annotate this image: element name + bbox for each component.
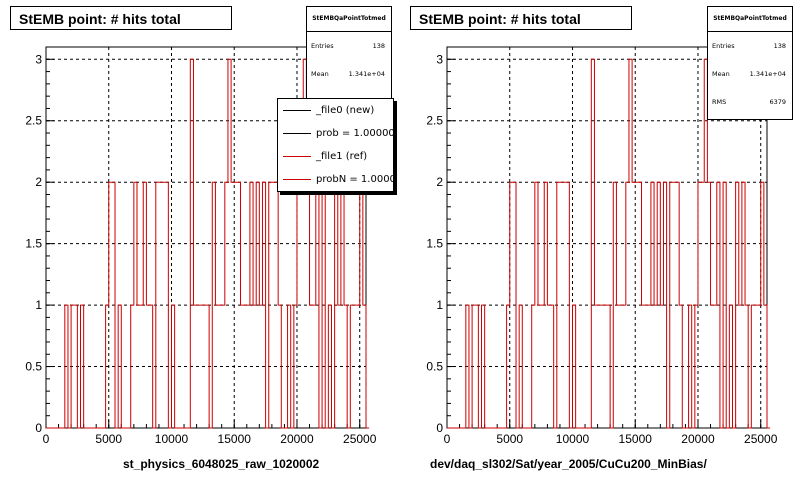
left-mean-label: Mean — [311, 70, 329, 78]
right-x-axis-title: dev/daq_sl302/Sat/year_2005/CuCu200_MinB… — [430, 457, 707, 471]
right-stats-name: StEMBQaPointTotmed — [708, 7, 792, 32]
left-x-tick-label: 20000 — [280, 432, 314, 446]
left-x-axis-title: st_physics_6048025_raw_1020002 — [123, 457, 320, 471]
left-title: StEMB point: # hits total — [10, 6, 232, 30]
left-entries-value: 138 — [372, 42, 385, 50]
right-x-tick-label: 10000 — [556, 432, 590, 446]
left-stats-name: StEMBQaPointTotmed — [307, 7, 391, 32]
right-stats-box: StEMBQaPointTotmed Entries 138 Mean 1.341e… — [707, 6, 793, 120]
right-x-tick-label: 20000 — [681, 432, 715, 446]
legend: _file0 (new) prob = 1.000000 _file1 (ref… — [277, 98, 394, 192]
right-y-tick-label: 0.5 — [426, 360, 443, 374]
right-title: StEMB point: # hits total — [410, 6, 632, 30]
right-x-tick-label: 15000 — [619, 432, 653, 446]
right-x-tick-label: 0 — [444, 432, 451, 446]
right-y-tick-label: 2.5 — [426, 114, 443, 128]
left-mean-value: 1.341e+04 — [348, 70, 385, 78]
right-x-tick-label: 25000 — [744, 432, 778, 446]
right-y-tick-label: 0 — [436, 421, 443, 435]
left-histogram-series — [46, 58, 370, 429]
left-stats-box: StEMBQaPointTotmed Entries 138 Mean 1.341e… — [306, 6, 392, 112]
left-y-tick-label: 1.5 — [25, 237, 42, 251]
right-x-tick-label: 5000 — [496, 432, 523, 446]
left-y-tick-label: 1 — [35, 298, 42, 312]
right-entries-label: Entries — [712, 42, 735, 50]
right-mean-value: 1.341e+04 — [749, 70, 786, 78]
left-x-tick-label: 5000 — [95, 432, 122, 446]
left-entries-label: Entries — [311, 42, 334, 50]
legend-entry: probN = 1.000000 — [278, 168, 393, 191]
right-y-tick-label: 3 — [436, 52, 443, 66]
left-x-tick-label: 0 — [43, 432, 50, 446]
left-x-tick-label: 15000 — [218, 432, 252, 446]
left-y-tick-label: 3 — [35, 52, 42, 66]
left-y-tick-label: 0.5 — [25, 360, 42, 374]
right-y-tick-label: 2 — [436, 175, 443, 189]
right-y-tick-label: 1 — [436, 298, 443, 312]
left-x-tick-label: 10000 — [155, 432, 189, 446]
right-histogram-series — [447, 58, 771, 429]
left-y-tick-label: 2 — [35, 175, 42, 189]
right-entries-value: 138 — [773, 42, 786, 50]
right-rms-label: RMS — [712, 98, 727, 106]
legend-entry: _file1 (ref) — [278, 145, 393, 168]
legend-entry: prob = 1.000000 — [278, 122, 393, 145]
right-y-tick-label: 1.5 — [426, 237, 443, 251]
right-rms-value: 6379 — [769, 98, 786, 106]
left-y-tick-label: 2.5 — [25, 114, 42, 128]
right-mean-label: Mean — [712, 70, 730, 78]
legend-entry: _file0 (new) — [278, 99, 393, 122]
left-x-tick-label: 25000 — [343, 432, 377, 446]
left-y-tick-label: 0 — [35, 421, 42, 435]
